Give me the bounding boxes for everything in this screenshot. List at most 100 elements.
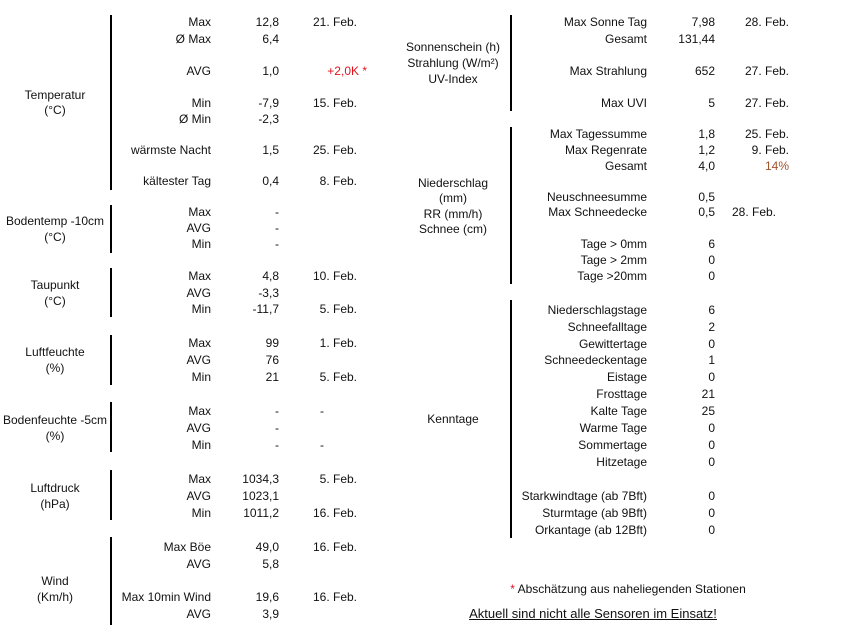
row-value: - — [275, 404, 279, 418]
row-value: 1,8 — [698, 127, 715, 141]
row-label: Min — [191, 438, 211, 452]
row-value: 0 — [708, 421, 715, 435]
row-value: - — [275, 438, 279, 452]
row-value: 1,0 — [262, 64, 279, 78]
group-divider — [110, 537, 112, 625]
row-label: Max Schneedecke — [548, 205, 647, 219]
row-label: Schneedeckentage — [544, 353, 647, 367]
row-value: 5,8 — [262, 557, 279, 571]
row-value: - — [275, 421, 279, 435]
row-label: Starkwindtage (ab 7Bft) — [521, 489, 647, 503]
row-date: 21. Feb. — [312, 15, 357, 29]
row-label: Niederschlagstage — [547, 303, 647, 317]
group-label: Strahlung (W/m²) — [407, 56, 499, 70]
group-label: RR (mm/h) — [423, 207, 483, 221]
row-value: 5 — [708, 96, 715, 110]
row-value: 0,5 — [698, 205, 715, 219]
row-label: Max — [188, 269, 211, 283]
row-date: 25. Feb. — [312, 143, 357, 157]
row-label: Min — [191, 506, 211, 520]
row-value: - — [275, 237, 279, 251]
row-label: Max — [188, 205, 211, 219]
row-label: Min — [191, 237, 211, 251]
row-label: Ø Min — [178, 112, 211, 126]
row-label: Gewittertage — [578, 337, 647, 351]
row-value: -3,3 — [258, 286, 279, 300]
row-label: Hitzetage — [596, 455, 647, 469]
group-label: Taupunkt — [30, 278, 80, 292]
row-value: 0 — [708, 455, 715, 469]
group-label: Luftdruck — [30, 481, 80, 495]
row-label: AVG — [186, 64, 211, 78]
row-label: Max Tagessumme — [549, 127, 647, 141]
row-value: 0 — [708, 253, 715, 267]
row-value: 0 — [708, 269, 715, 283]
row-label: Sommertage — [578, 438, 647, 452]
row-date: 8. Feb. — [319, 174, 357, 188]
row-note: +2,0K * — [327, 64, 367, 78]
row-label: Max Böe — [163, 540, 211, 554]
group-divider — [110, 15, 112, 190]
row-value: 1023,1 — [242, 489, 279, 503]
row-date: 27. Feb. — [744, 64, 789, 78]
row-label: Max Regenrate — [564, 143, 647, 157]
row-label: Min — [191, 370, 211, 384]
row-label: Max — [188, 15, 211, 29]
row-value: 21 — [701, 387, 715, 401]
row-label: Max Sonne Tag — [563, 15, 647, 29]
row-note: 14% — [764, 159, 789, 173]
row-label: Tage > 0mm — [580, 237, 647, 251]
group-divider — [510, 127, 512, 284]
row-label: Kalte Tage — [590, 404, 648, 418]
row-label: Max — [188, 336, 211, 350]
footnote-text: Abschätzung aus naheliegenden Stationen — [514, 582, 746, 596]
row-label: Warme Tage — [579, 421, 647, 435]
group-divider — [510, 300, 512, 538]
row-value: 1034,3 — [242, 472, 279, 486]
row-label: AVG — [186, 421, 211, 435]
row-value: 4,8 — [262, 269, 279, 283]
row-value: 0 — [708, 438, 715, 452]
row-value: 0 — [708, 506, 715, 520]
row-value: 12,8 — [255, 15, 279, 29]
group-divider — [110, 205, 112, 253]
row-value: - — [275, 205, 279, 219]
row-label: Tage > 2mm — [580, 253, 647, 267]
row-value: 4,0 — [698, 159, 715, 173]
group-label: UV-Index — [428, 72, 478, 86]
row-value: 1011,2 — [243, 506, 279, 520]
group-divider — [510, 15, 512, 111]
row-date: 5. Feb. — [319, 472, 357, 486]
row-extra: - — [320, 438, 324, 452]
row-date: 27. Feb. — [744, 96, 789, 110]
row-label: AVG — [186, 489, 211, 503]
row-label: Max — [188, 404, 211, 418]
row-date: 1. Feb. — [319, 336, 357, 350]
row-value: 1,2 — [698, 143, 715, 157]
row-label: Gesamt — [604, 159, 647, 173]
group-label: (%) — [45, 361, 65, 375]
group-label: (°C) — [44, 294, 66, 308]
row-label: AVG — [186, 557, 211, 571]
footnote-asterisk: * — [510, 582, 515, 596]
row-label: Max UVI — [600, 96, 647, 110]
row-label: AVG — [186, 607, 211, 621]
row-value: 6,4 — [262, 32, 279, 46]
group-label: (Km/h) — [37, 590, 73, 604]
row-value: 6 — [708, 303, 715, 317]
row-value: 652 — [694, 64, 715, 78]
row-date: 16. Feb. — [312, 590, 357, 604]
row-value: 25 — [701, 404, 715, 418]
sensor-notice-link[interactable]: Aktuell sind nicht alle Sensoren im Eins… — [469, 606, 717, 621]
row-value: -11,7 — [252, 302, 279, 316]
row-value: -7,9 — [258, 96, 279, 110]
row-label: Max — [188, 472, 211, 486]
row-value: 2 — [708, 320, 715, 334]
row-value: 0 — [708, 370, 715, 384]
row-date: 15. Feb. — [312, 96, 357, 110]
row-label: Ø Max — [175, 32, 211, 46]
row-value: -2,3 — [258, 112, 279, 126]
group-label: Schnee (cm) — [418, 222, 488, 236]
group-label: (%) — [45, 429, 65, 443]
group-label: Wind — [41, 574, 69, 588]
